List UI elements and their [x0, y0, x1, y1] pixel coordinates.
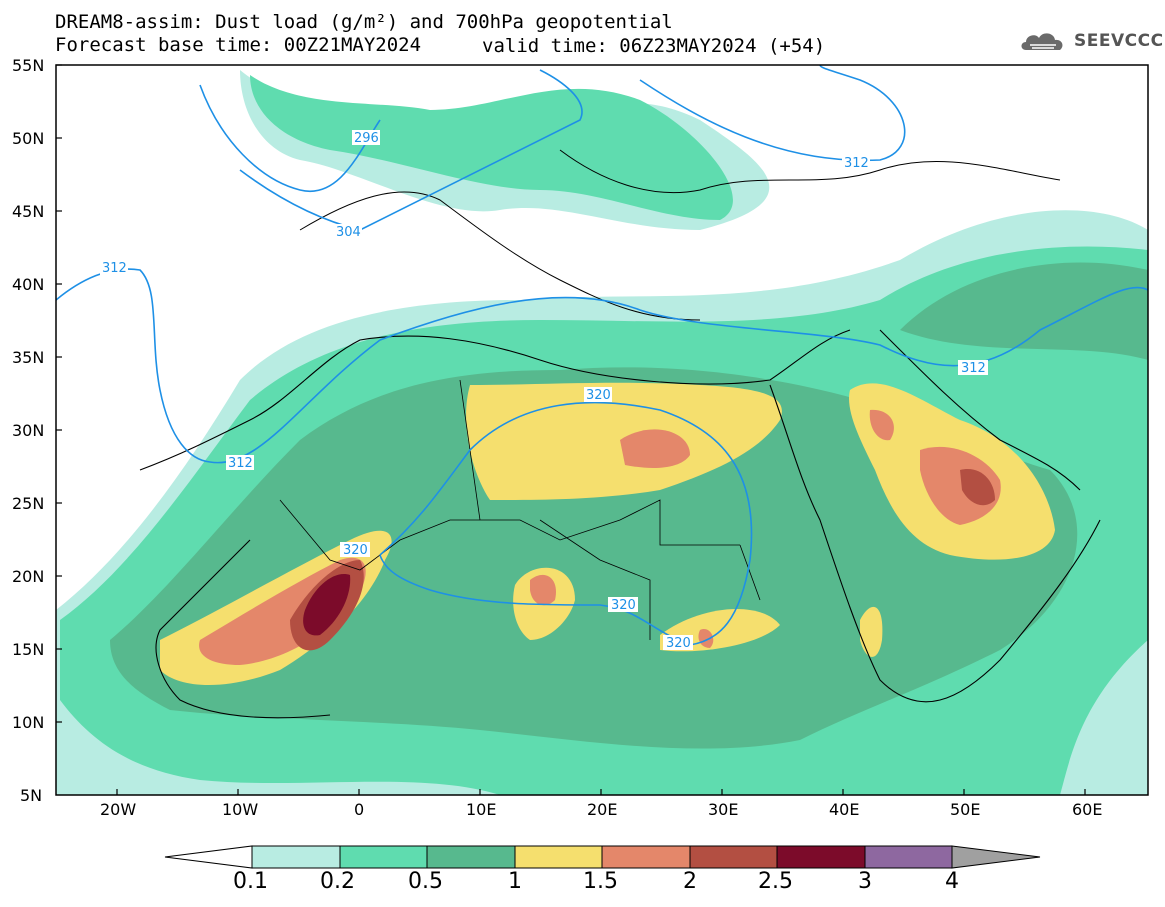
lon-label: 60E — [1072, 800, 1103, 819]
colorbar-segment-4 — [514, 845, 603, 869]
axis-ticks — [56, 64, 1086, 795]
colorbar-label: 2 — [683, 869, 697, 894]
colorbar-label: 4 — [945, 869, 959, 894]
lat-label: 15N — [12, 640, 45, 659]
cloud-logo-icon — [1021, 33, 1063, 50]
colorbar-segment-1 — [251, 845, 341, 869]
colorbar-label: 2.5 — [758, 869, 793, 894]
colorbar-label: 0.1 — [233, 869, 268, 894]
map-title: DREAM8-assim: Dust load (g/m²) and 700hP… — [55, 11, 673, 33]
lon-label: 10W — [222, 800, 259, 819]
colorbar-segment-6 — [689, 845, 778, 869]
lon-label: 20E — [587, 800, 618, 819]
contour-labels: 296 304 312 312 312 312 320 320 320 320 — [100, 130, 988, 651]
colorbar-segment-below — [164, 845, 253, 869]
seevccc-logo: SEEVCCC — [1018, 28, 1164, 54]
colorbar — [164, 845, 1041, 869]
map-field — [56, 65, 1148, 795]
lon-label: 20W — [100, 800, 137, 819]
lon-label: 40E — [829, 800, 860, 819]
colorbar-segment-2 — [339, 845, 428, 869]
colorbar-segment-7 — [776, 845, 866, 869]
contour-label-320-b: 320 — [343, 543, 368, 558]
lat-label: 20N — [12, 567, 45, 586]
contour-label-312-c: 312 — [844, 156, 869, 171]
contour-label-320-c: 320 — [611, 598, 636, 613]
contour-label-312-b: 312 — [228, 456, 253, 471]
lat-label: 40N — [12, 275, 45, 294]
colorbar-label: 1 — [508, 869, 522, 894]
lon-label: 10E — [466, 800, 497, 819]
contour-label-296: 296 — [354, 131, 379, 146]
logo-text: SEEVCCC — [1074, 31, 1164, 51]
colorbar-segment-3 — [426, 845, 516, 869]
contour-label-304: 304 — [336, 225, 361, 240]
lon-label: 30E — [708, 800, 739, 819]
lat-label: 50N — [12, 129, 45, 148]
colorbar-segment-5 — [601, 845, 691, 869]
contour-label-312-a: 312 — [102, 261, 127, 276]
lat-label: 35N — [12, 348, 45, 367]
lon-label: 50E — [950, 800, 981, 819]
valid-time: valid time: 06Z23MAY2024 (+54) — [482, 35, 826, 57]
colorbar-segment-above — [951, 845, 1041, 869]
contour-label-320-d: 320 — [666, 636, 691, 651]
contour-label-312-d: 312 — [961, 361, 986, 376]
colorbar-label: 3 — [858, 869, 872, 894]
colorbar-label: 0.5 — [408, 869, 443, 894]
lon-label: 0 — [354, 800, 365, 819]
lat-label: 45N — [12, 202, 45, 221]
lat-label: 30N — [12, 421, 45, 440]
lat-label: 10N — [12, 713, 45, 732]
lat-label: 5N — [20, 786, 43, 805]
forecast-base-time: Forecast base time: 00Z21MAY2024 — [55, 34, 422, 56]
contour-label-320-a: 320 — [586, 388, 611, 403]
colorbar-segment-8 — [864, 845, 953, 869]
colorbar-label: 0.2 — [320, 869, 355, 894]
lat-label: 25N — [12, 494, 45, 513]
lat-label: 55N — [12, 56, 45, 75]
colorbar-label: 1.5 — [583, 869, 618, 894]
